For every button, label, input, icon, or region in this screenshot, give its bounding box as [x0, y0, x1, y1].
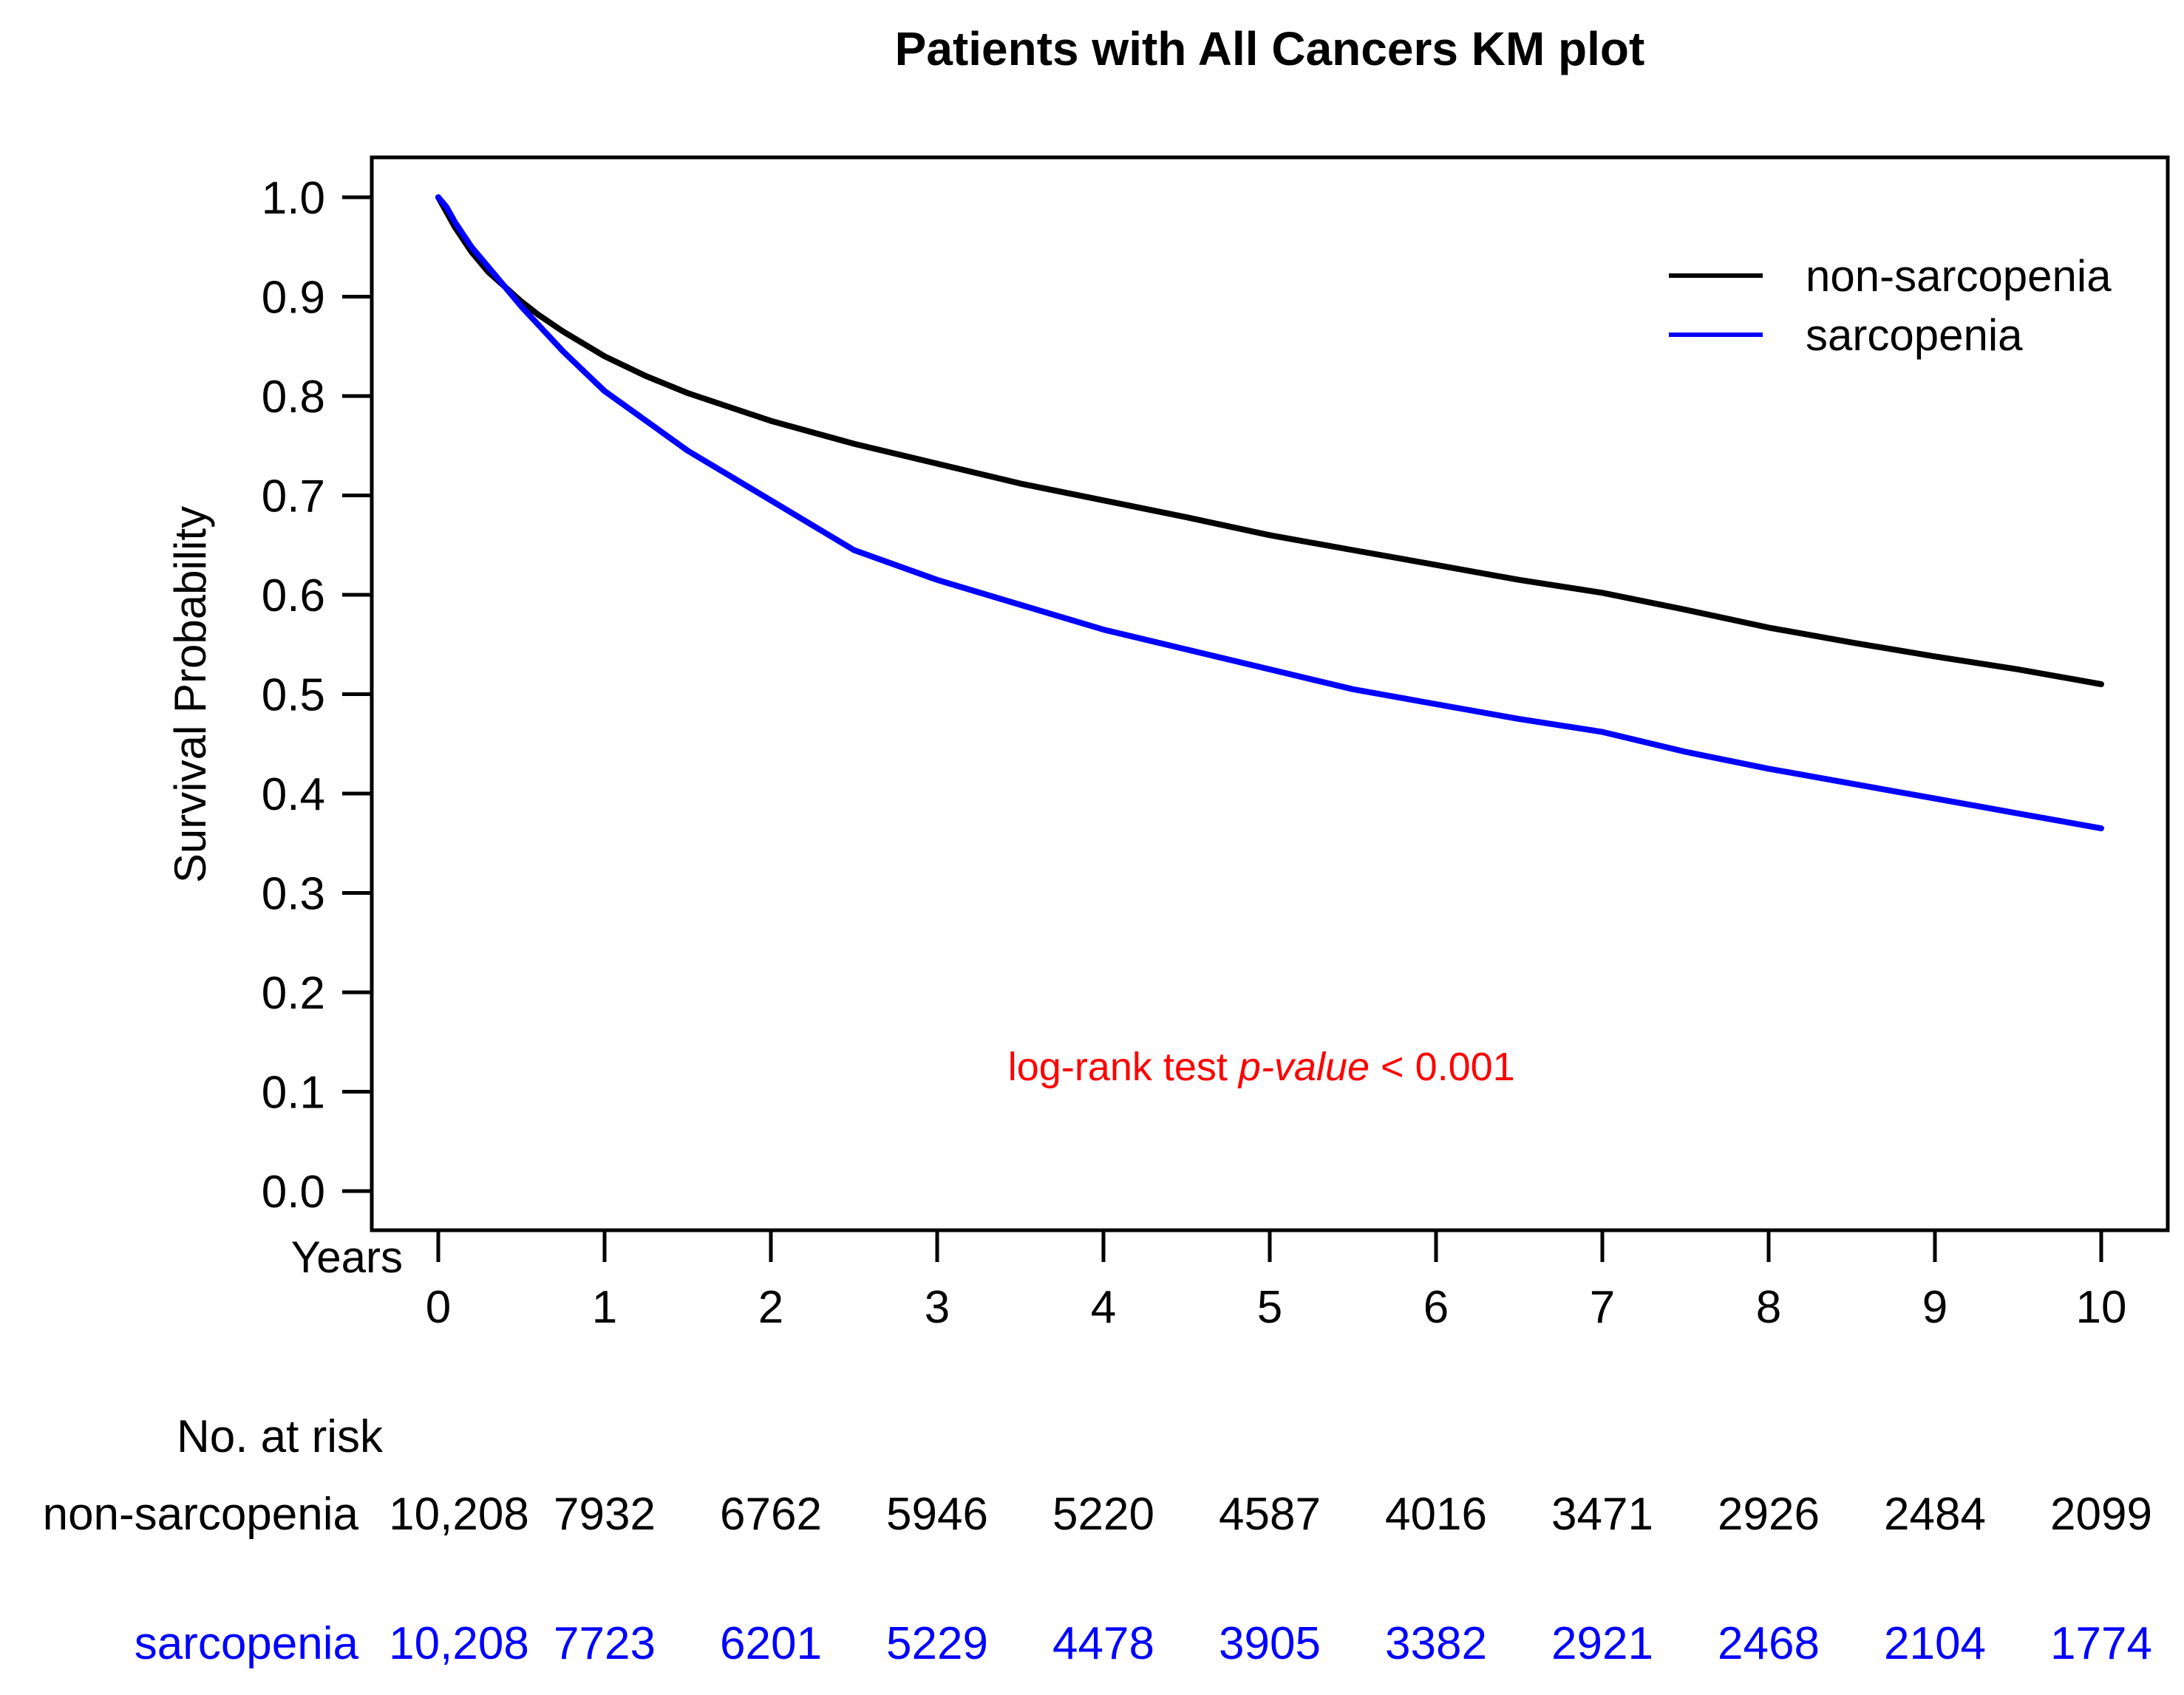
x-tick-label-4: 4 [1091, 1282, 1116, 1333]
x-axis-label: Years [291, 1232, 403, 1282]
x-tick-label-1: 1 [592, 1282, 617, 1333]
risk-value-sarcopenia-1: 7723 [554, 1618, 656, 1669]
risk-value-sarcopenia-0: 10,208 [389, 1618, 529, 1669]
risk-value-non-sarcopenia-9: 2484 [1884, 1489, 1986, 1540]
x-tick-label-0: 0 [426, 1282, 451, 1333]
annotation-prefix: log-rank test [1008, 1045, 1239, 1089]
x-tick-label-9: 9 [1922, 1282, 1947, 1333]
risk-value-non-sarcopenia-8: 2926 [1718, 1489, 1820, 1540]
risk-value-sarcopenia-4: 4478 [1052, 1618, 1154, 1669]
x-tick-label-8: 8 [1756, 1282, 1781, 1333]
risk-value-non-sarcopenia-4: 5220 [1052, 1489, 1154, 1540]
y-tick-label-0: 0.0 [262, 1167, 325, 1218]
risk-value-non-sarcopenia-2: 6762 [720, 1489, 822, 1540]
legend: non-sarcopenia sarcopenia [1669, 251, 2112, 360]
risk-table-heading: No. at risk [177, 1411, 384, 1462]
risk-value-non-sarcopenia-3: 5946 [886, 1489, 988, 1540]
risk-table: No. at risk non-sarcopenia sarcopenia 10… [43, 1411, 2152, 1669]
risk-value-non-sarcopenia-0: 10,208 [389, 1489, 529, 1540]
risk-value-sarcopenia-6: 3382 [1385, 1618, 1487, 1669]
risk-value-non-sarcopenia-6: 4016 [1385, 1489, 1487, 1540]
y-tick-label-1: 0.1 [262, 1068, 325, 1119]
risk-value-non-sarcopenia-1: 7932 [554, 1489, 656, 1540]
risk-value-sarcopenia-10: 1774 [2050, 1618, 2152, 1669]
y-axis-label: Survival Probability [166, 506, 215, 883]
risk-value-non-sarcopenia-10: 2099 [2050, 1489, 2152, 1540]
risk-value-sarcopenia-7: 2921 [1551, 1618, 1653, 1669]
x-tick-label-5: 5 [1257, 1282, 1282, 1333]
y-tick-label-8: 0.8 [262, 372, 325, 423]
legend-label-non-sarcopenia: non-sarcopenia [1806, 251, 2112, 301]
risk-value-sarcopenia-9: 2104 [1884, 1618, 1986, 1669]
y-tick-label-9: 0.9 [262, 273, 325, 324]
annotation-p-value: p-value [1237, 1045, 1370, 1089]
chart-title: Patients with All Cancers KM plot [895, 22, 1645, 75]
x-tick-label-6: 6 [1423, 1282, 1449, 1333]
series-line-sarcopenia [435, 194, 2104, 832]
y-tick-label-3: 0.3 [262, 869, 325, 920]
legend-label-sarcopenia: sarcopenia [1806, 310, 2023, 360]
y-tick-label-7: 0.7 [262, 471, 325, 522]
log-rank-annotation: log-rank test p-value < 0.001 [1008, 1045, 1515, 1089]
x-axis: 0 1 2 3 4 5 6 7 8 9 10 [426, 1230, 2127, 1333]
y-tick-label-10: 1.0 [262, 173, 325, 224]
risk-value-non-sarcopenia-5: 4587 [1219, 1489, 1321, 1540]
risk-row-label-non-sarcopenia: non-sarcopenia [43, 1489, 359, 1540]
x-tick-label-3: 3 [925, 1282, 950, 1333]
x-tick-label-7: 7 [1590, 1282, 1615, 1333]
y-tick-label-4: 0.4 [262, 769, 325, 820]
risk-value-sarcopenia-5: 3905 [1219, 1618, 1321, 1669]
risk-values: 10,208 7932 6762 5946 5220 4587 4016 3471 2926 24… [389, 1489, 2152, 1669]
risk-row-label-sarcopenia: sarcopenia [135, 1618, 359, 1669]
y-tick-label-2: 0.2 [262, 968, 325, 1019]
y-axis: 0.0 0.1 0.2 0.3 0.4 0.5 0.6 0.7 0.8 0.9 1.0 [262, 173, 372, 1218]
risk-value-non-sarcopenia-7: 3471 [1551, 1489, 1653, 1540]
risk-value-sarcopenia-2: 6201 [720, 1618, 822, 1669]
y-tick-label-6: 0.6 [262, 570, 325, 621]
x-tick-label-10: 10 [2076, 1282, 2127, 1333]
series-layer [435, 194, 2104, 832]
x-tick-label-2: 2 [758, 1282, 783, 1333]
y-tick-label-5: 0.5 [262, 670, 325, 721]
risk-value-sarcopenia-8: 2468 [1718, 1618, 1820, 1669]
risk-value-sarcopenia-3: 5229 [886, 1618, 988, 1669]
annotation-suffix: < 0.001 [1370, 1045, 1515, 1089]
